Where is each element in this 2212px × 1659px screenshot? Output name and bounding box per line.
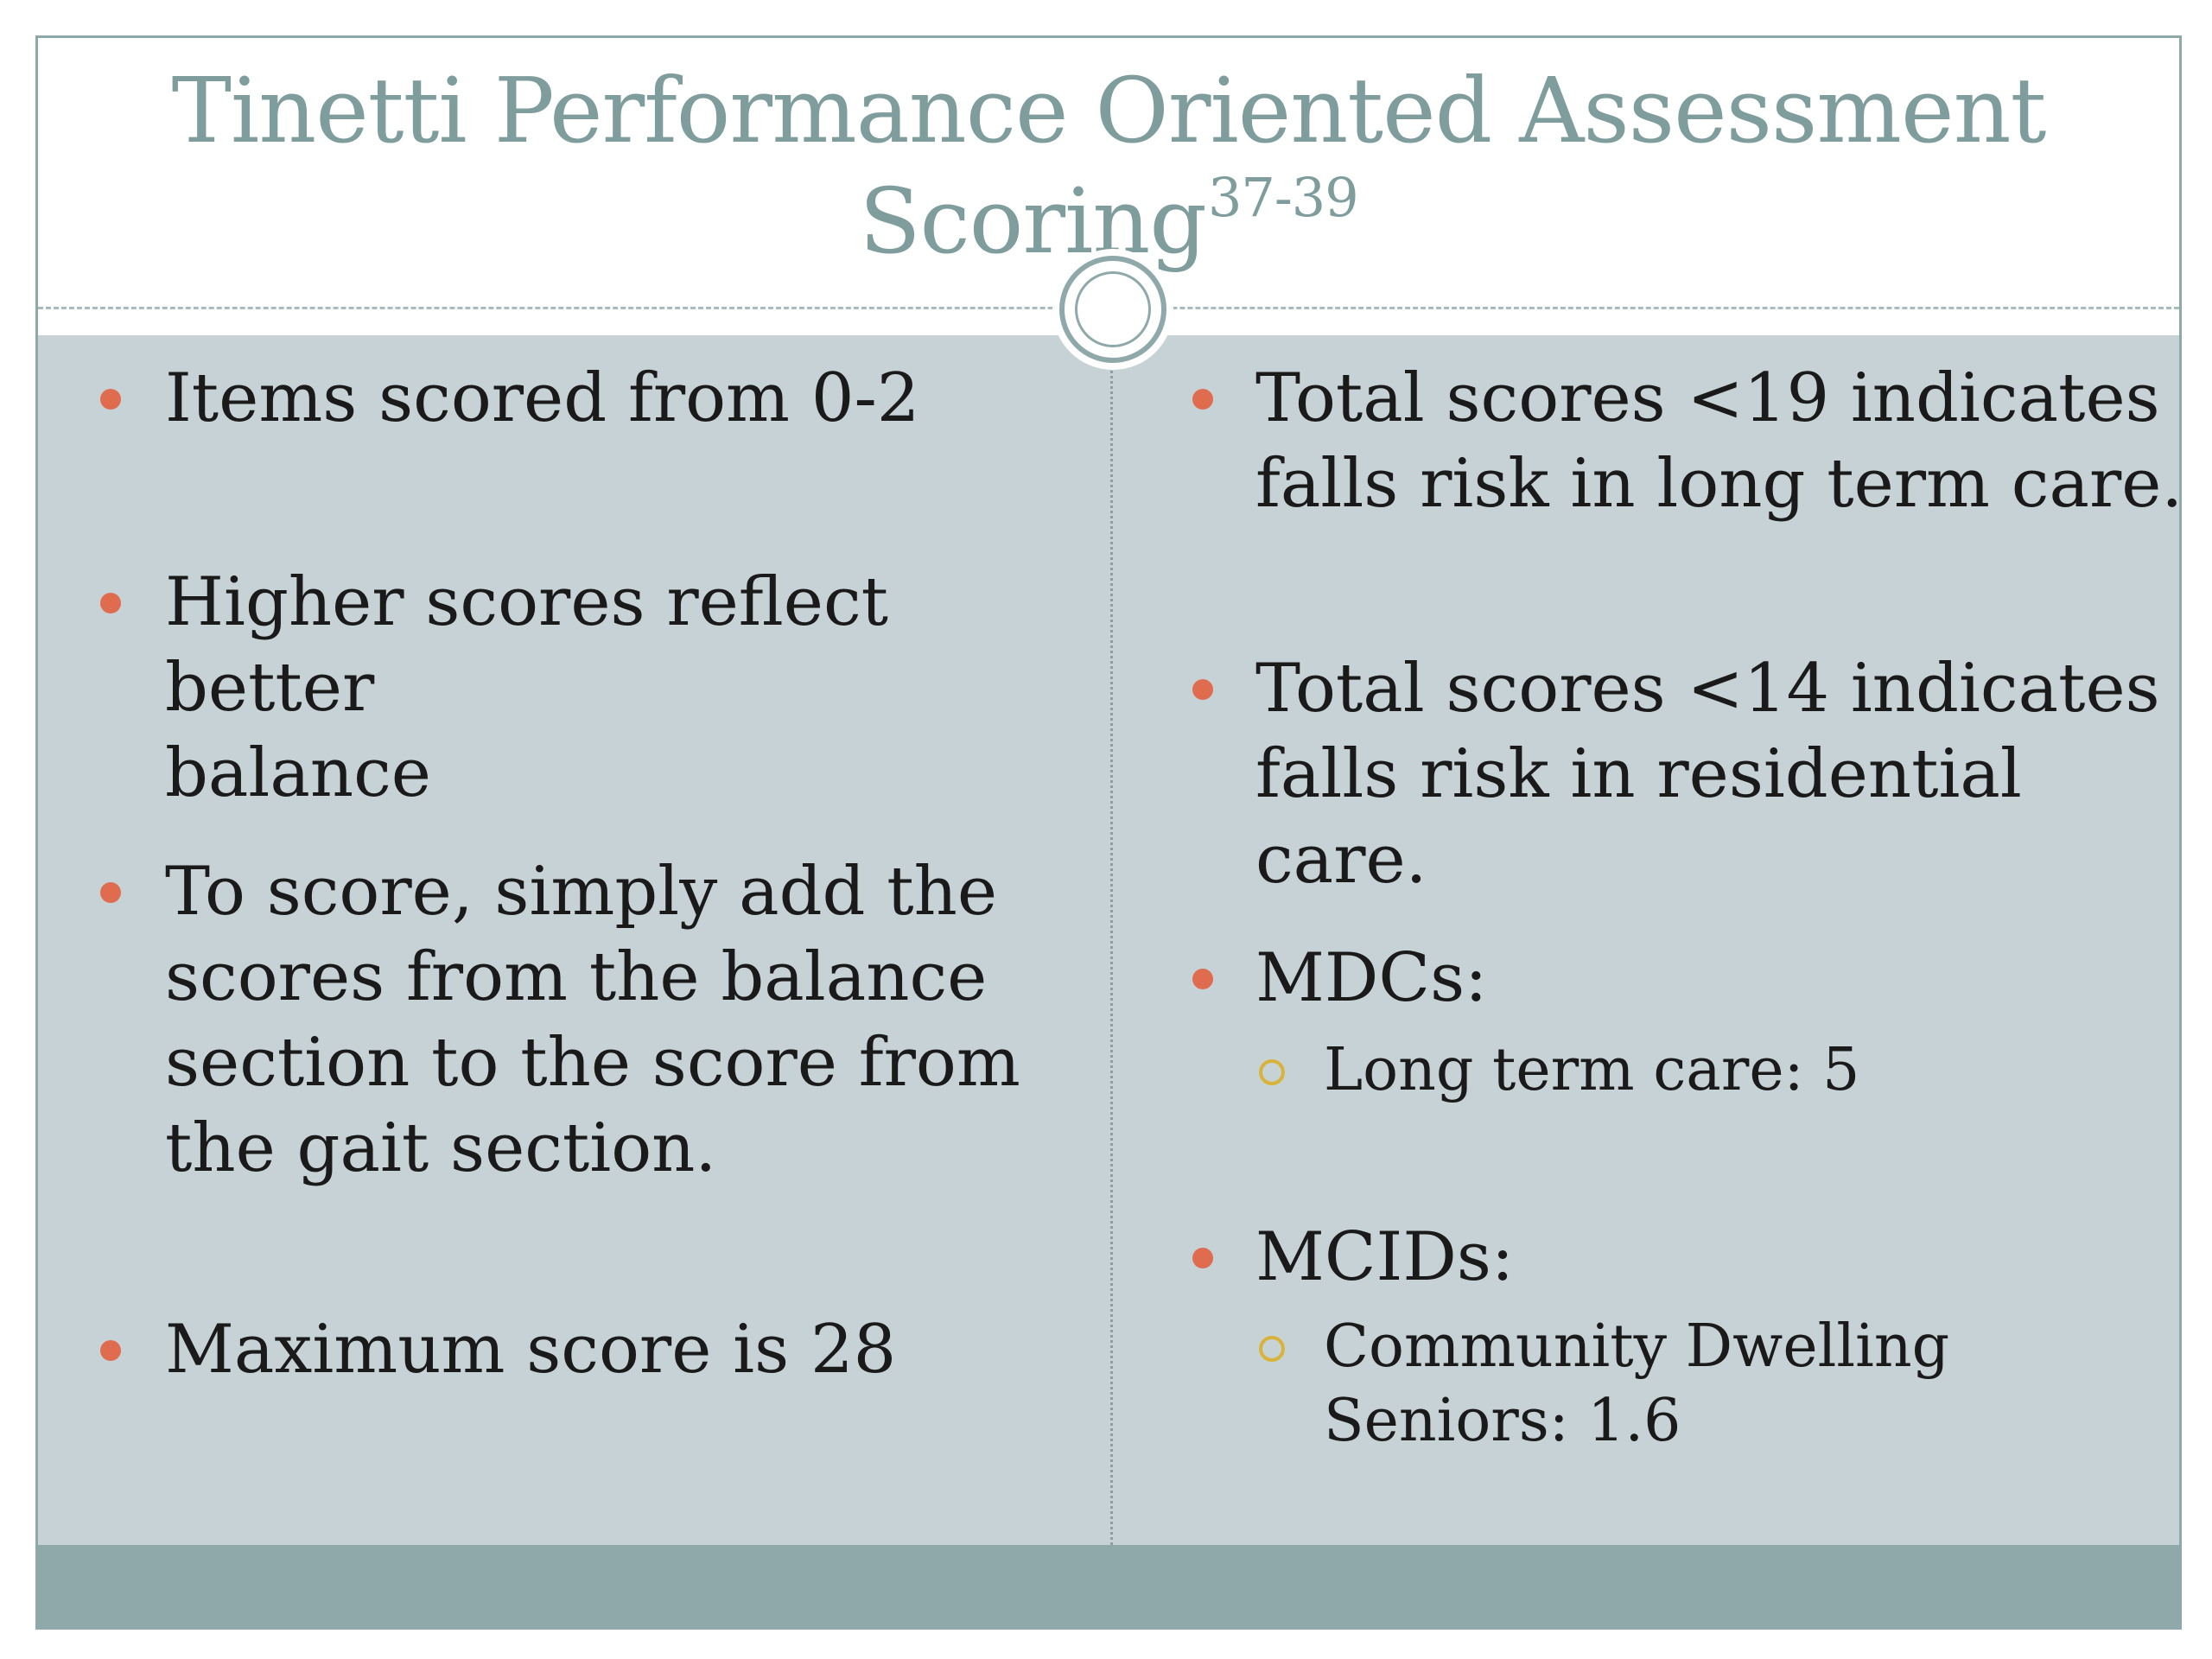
bullet-text: Items scored from 0-2 <box>165 356 919 442</box>
bullet-dot-icon <box>100 1340 121 1361</box>
title-line-1: Tinetti Performance Oriented Assessment <box>171 58 2047 163</box>
title-line-2: Scoring37-39 <box>38 166 2179 276</box>
slide: Tinetti Performance Oriented Assessment … <box>35 35 2182 1630</box>
bullet-text: Maximum score is 28 <box>165 1307 896 1393</box>
bullet-dot-icon <box>100 882 121 903</box>
bullet-text: MDCs: <box>1255 936 1487 1021</box>
content-panel <box>38 335 2179 1545</box>
bullet-line: To score, simply add the <box>165 853 998 931</box>
bullet-line: scores from the balance <box>165 938 988 1016</box>
ring-ornament-icon <box>1059 256 1166 363</box>
bullet-text: Total scores <14 indicates falls risk in… <box>1255 646 2179 903</box>
bullet-text: MCIDs: <box>1255 1215 1514 1300</box>
column-divider <box>1110 335 1113 1545</box>
bullet-line: the gait section. <box>165 1109 717 1187</box>
bullet-dot-icon <box>1192 1248 1213 1268</box>
footer-band <box>38 1545 2179 1627</box>
sub-bullet-line: Community Dwelling <box>1324 1313 1950 1381</box>
bullet-line: MCIDs: <box>1255 1218 1515 1296</box>
bullet-line: Higher scores reflect better <box>165 563 888 727</box>
title-citation-superscript: 37-39 <box>1207 166 1359 229</box>
bullet-dot-icon <box>100 389 121 410</box>
bullet-dot-icon <box>1192 389 1213 410</box>
sub-bullet-line: Long term care: 5 <box>1324 1036 1860 1104</box>
sub-bullet-text: Long term care: 5 <box>1324 1033 1859 1108</box>
bullet-text: Higher scores reflect better balance <box>165 560 1109 817</box>
slide-title: Tinetti Performance Oriented Assessment … <box>38 55 2179 276</box>
bullet-text: Total scores <19 indicates falls risk in… <box>1255 356 2182 527</box>
bullet-line: Total scores <14 indicates <box>1255 650 2160 728</box>
sub-bullet-ring-icon <box>1259 1059 1285 1085</box>
bullet-dot-icon <box>100 593 121 613</box>
sub-bullet-line: Seniors: 1.6 <box>1324 1387 1681 1455</box>
sub-bullet-text: Community Dwelling Seniors: 1.6 <box>1324 1310 1949 1459</box>
bullet-line: falls risk in residential care. <box>1255 735 2022 899</box>
bullet-dot-icon <box>1192 679 1213 700</box>
bullet-line: MDCs: <box>1255 939 1488 1017</box>
bullet-line: falls risk in long term care. <box>1255 445 2182 523</box>
bullet-line: Items scored from 0-2 <box>165 359 920 437</box>
bullet-line: Maximum score is 28 <box>165 1311 897 1389</box>
bullet-line: balance <box>165 734 431 812</box>
bullet-dot-icon <box>1192 969 1213 989</box>
sub-bullet-ring-icon <box>1259 1336 1285 1362</box>
title-scoring: Scoring <box>859 168 1207 274</box>
ring-ornament-inner <box>1075 271 1151 347</box>
bullet-line: section to the score from <box>165 1024 1020 1102</box>
bullet-line: Total scores <19 indicates <box>1255 359 2160 437</box>
bullet-text: To score, simply add the scores from the… <box>165 849 1020 1192</box>
